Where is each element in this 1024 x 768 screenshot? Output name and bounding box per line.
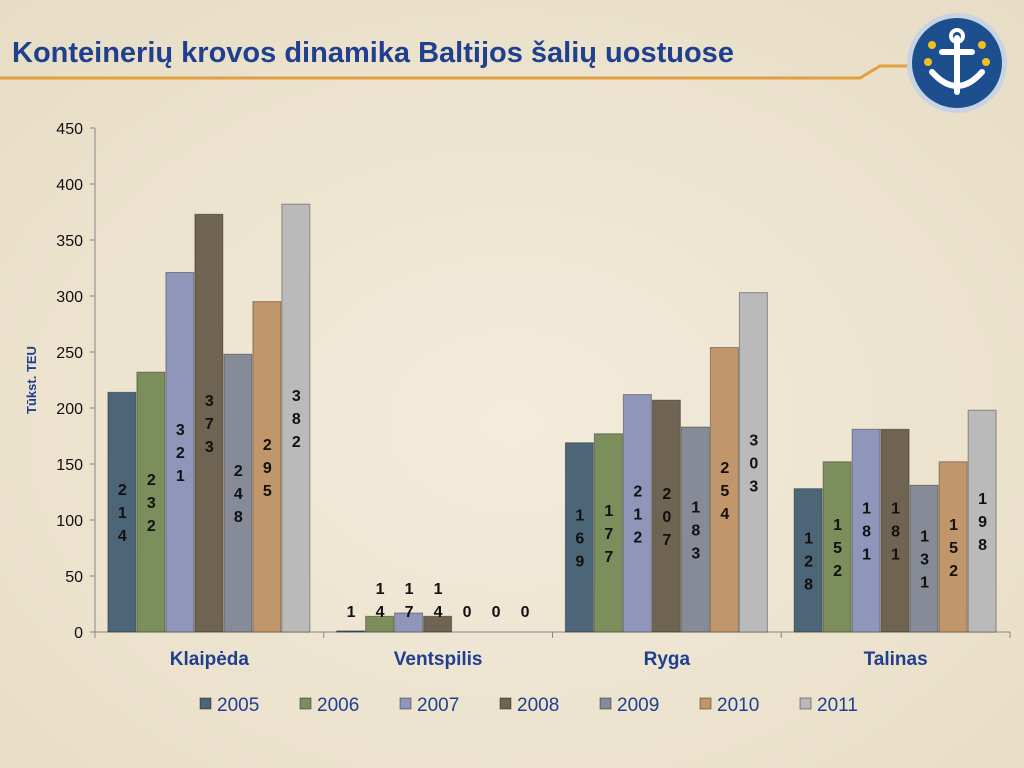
- legend-label: 2010: [717, 695, 759, 716]
- bar: [622, 394, 652, 633]
- y-tick-label: 0: [74, 625, 83, 642]
- y-tick-label: 150: [56, 457, 83, 474]
- legend-label: 2005: [217, 695, 259, 716]
- legend-label: 2007: [417, 695, 459, 716]
- bar: [107, 391, 137, 633]
- bar: [564, 442, 594, 633]
- y-tick-label: 250: [56, 345, 83, 362]
- y-axis-label: Tūkst. TEU: [24, 346, 39, 414]
- bar: [223, 353, 253, 633]
- bar: [365, 615, 395, 633]
- bar: [680, 426, 710, 633]
- x-tick-label: Klaipėda: [170, 649, 250, 670]
- data-label: 1: [347, 604, 356, 621]
- bar: [336, 630, 366, 633]
- y-tick-label: 300: [56, 289, 83, 306]
- bar: [709, 347, 739, 633]
- legend-label: 2011: [817, 695, 858, 716]
- y-tick-label: 200: [56, 401, 83, 418]
- bar: [967, 409, 997, 633]
- bar: [394, 612, 424, 633]
- bar: [593, 433, 623, 633]
- x-tick-label: Ryga: [644, 649, 691, 670]
- data-label: 0: [521, 604, 530, 621]
- y-tick-label: 400: [56, 177, 83, 194]
- chart-title: Konteinerių krovos dinamika Baltijos šal…: [12, 37, 734, 69]
- x-tick-label: Ventspilis: [394, 649, 483, 670]
- bar: [252, 301, 282, 633]
- bar: [851, 428, 881, 633]
- legend-swatch: [599, 697, 612, 710]
- title-underline: [0, 64, 915, 80]
- bar: [738, 292, 768, 633]
- y-tick-label: 100: [56, 513, 83, 530]
- y-tick-label: 350: [56, 233, 83, 250]
- bar: [194, 213, 224, 633]
- bar: [423, 615, 453, 633]
- legend-label: 2006: [317, 695, 359, 716]
- legend-label: 2008: [517, 695, 559, 716]
- legend-swatch: [799, 697, 812, 710]
- y-tick-label: 50: [65, 569, 83, 586]
- bar: [136, 371, 166, 633]
- legend-label: 2009: [617, 695, 659, 716]
- legend-swatch: [399, 697, 412, 710]
- legend-swatch: [699, 697, 712, 710]
- bar: [281, 203, 311, 633]
- bar: [938, 461, 968, 633]
- bar: [880, 428, 910, 633]
- legend-swatch: [499, 697, 512, 710]
- legend-swatch: [299, 697, 312, 710]
- bar: [651, 399, 681, 633]
- bar: [793, 488, 823, 633]
- data-label: 0: [463, 604, 472, 621]
- bar: [165, 271, 195, 633]
- legend-swatch: [199, 697, 212, 710]
- x-tick-label: Talinas: [864, 649, 928, 670]
- data-label: 0: [492, 604, 501, 621]
- logo: [907, 13, 1007, 113]
- y-tick-label: 450: [56, 121, 83, 138]
- bar: [822, 461, 852, 633]
- bar: [909, 484, 939, 633]
